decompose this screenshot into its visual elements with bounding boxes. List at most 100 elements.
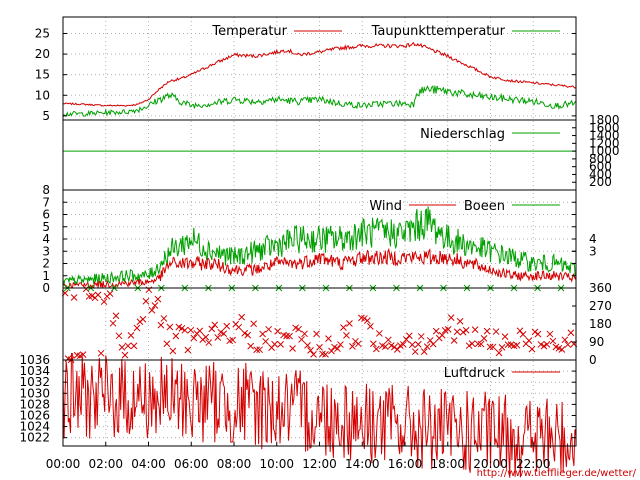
wind-ytick-label: 2 bbox=[42, 257, 50, 271]
direction-marker bbox=[121, 351, 129, 359]
direction-marker bbox=[399, 341, 407, 348]
wind-ytick-label: 6 bbox=[42, 208, 50, 222]
direction-marker bbox=[289, 345, 296, 352]
pressure-ytick-label: 1028 bbox=[19, 397, 50, 411]
precipitation-rtick-label: 1400 bbox=[589, 129, 620, 143]
direction-marker bbox=[450, 337, 458, 344]
direction-marker bbox=[414, 341, 422, 348]
legend-temperatur-label: Temperatur bbox=[211, 24, 287, 39]
direction-marker bbox=[214, 334, 222, 341]
direction-marker bbox=[513, 341, 521, 349]
direction-marker bbox=[474, 340, 482, 348]
pressure-ytick-label: 1026 bbox=[19, 408, 50, 422]
direction-marker bbox=[70, 294, 78, 301]
direction-marker bbox=[531, 328, 539, 336]
wind-direction-rtick-label: 180 bbox=[589, 317, 612, 331]
direction-marker bbox=[492, 328, 500, 335]
direction-marker bbox=[558, 346, 566, 353]
direction-marker bbox=[97, 349, 105, 357]
direction-marker bbox=[519, 331, 527, 338]
direction-marker bbox=[543, 341, 551, 348]
direction-marker bbox=[381, 343, 389, 350]
direction-marker bbox=[184, 346, 192, 354]
direction-marker bbox=[223, 322, 231, 330]
direction-marker bbox=[106, 290, 114, 297]
x-tick-label: 06:00 bbox=[174, 457, 209, 471]
direction-marker bbox=[271, 340, 278, 348]
pressure-ytick-label: 1030 bbox=[19, 386, 50, 400]
series-temperatur-line bbox=[62, 41, 577, 107]
direction-marker bbox=[244, 331, 252, 339]
wind-rtick-label: 4 bbox=[589, 232, 597, 246]
direction-marker bbox=[337, 341, 344, 348]
precipitation-rtick-label: 1000 bbox=[589, 144, 620, 158]
direction-marker bbox=[157, 321, 165, 329]
direction-marker bbox=[468, 340, 476, 347]
legend-luftdruck-label: Luftdruck bbox=[444, 366, 506, 381]
direction-marker bbox=[361, 315, 368, 322]
precipitation-rtick-label: 400 bbox=[589, 167, 612, 181]
direction-marker bbox=[169, 347, 177, 355]
direction-marker bbox=[322, 351, 329, 358]
precipitation-rtick-label: 1200 bbox=[589, 136, 620, 150]
direction-marker bbox=[187, 326, 195, 334]
precipitation-rtick-label: 1800 bbox=[589, 113, 620, 127]
direction-marker bbox=[334, 345, 341, 353]
pressure-ytick-label: 1024 bbox=[19, 420, 50, 434]
pressure-ytick-label: 1032 bbox=[19, 375, 50, 389]
direction-marker bbox=[328, 347, 335, 355]
direction-marker bbox=[420, 348, 428, 355]
direction-marker bbox=[115, 332, 123, 340]
direction-marker bbox=[304, 342, 311, 349]
direction-marker bbox=[346, 320, 353, 327]
wind-legend: Wind Boeen bbox=[369, 199, 560, 214]
temperature-ytick-label: 5 bbox=[42, 109, 50, 123]
legend-wind-label: Wind bbox=[369, 199, 402, 214]
direction-marker bbox=[88, 292, 96, 300]
temperature-ytick-label: 25 bbox=[35, 26, 50, 40]
direction-marker bbox=[567, 329, 575, 337]
x-tick-label: 08:00 bbox=[217, 457, 252, 471]
data-layer bbox=[61, 41, 578, 478]
wind-direction-rtick-label: 270 bbox=[589, 299, 612, 313]
direction-marker bbox=[405, 332, 413, 340]
direction-marker bbox=[238, 313, 246, 321]
direction-marker bbox=[127, 332, 135, 339]
direction-marker bbox=[256, 346, 264, 354]
frame-layer: 5101520252004006008001000120014001600180… bbox=[19, 16, 620, 471]
x-tick-label: 00:00 bbox=[46, 457, 81, 471]
direction-marker bbox=[79, 351, 87, 358]
direction-marker bbox=[301, 330, 308, 338]
direction-marker bbox=[432, 327, 440, 335]
direction-marker bbox=[495, 349, 503, 357]
direction-marker bbox=[124, 342, 132, 350]
temperature-ytick-label: 20 bbox=[35, 47, 50, 61]
direction-marker bbox=[373, 345, 380, 353]
direction-marker bbox=[250, 320, 258, 328]
direction-marker bbox=[208, 325, 216, 333]
direction-marker bbox=[423, 343, 431, 351]
x-tick-label: 14:00 bbox=[345, 457, 380, 471]
direction-marker bbox=[112, 312, 120, 320]
direction-marker bbox=[462, 326, 470, 334]
direction-marker bbox=[247, 342, 255, 350]
direction-marker bbox=[151, 302, 159, 309]
direction-marker bbox=[295, 325, 302, 333]
direction-marker bbox=[172, 332, 180, 340]
wind-ytick-label: 8 bbox=[42, 183, 50, 197]
wind-direction-rtick-label: 90 bbox=[589, 335, 604, 349]
direction-marker bbox=[477, 340, 485, 348]
x-tick-label: 18:00 bbox=[430, 457, 465, 471]
direction-marker bbox=[340, 324, 347, 331]
precipitation-rtick-label: 800 bbox=[589, 152, 612, 166]
direction-marker bbox=[94, 291, 102, 299]
direction-marker bbox=[429, 340, 437, 348]
pressure-ytick-label: 1036 bbox=[19, 353, 50, 367]
direction-marker bbox=[393, 346, 401, 353]
pressure-ytick-label: 1034 bbox=[19, 364, 50, 378]
direction-marker bbox=[181, 326, 189, 334]
direction-marker bbox=[411, 348, 419, 356]
x-tick-label: 12:00 bbox=[302, 457, 337, 471]
direction-marker bbox=[259, 330, 266, 338]
direction-marker bbox=[142, 297, 150, 305]
